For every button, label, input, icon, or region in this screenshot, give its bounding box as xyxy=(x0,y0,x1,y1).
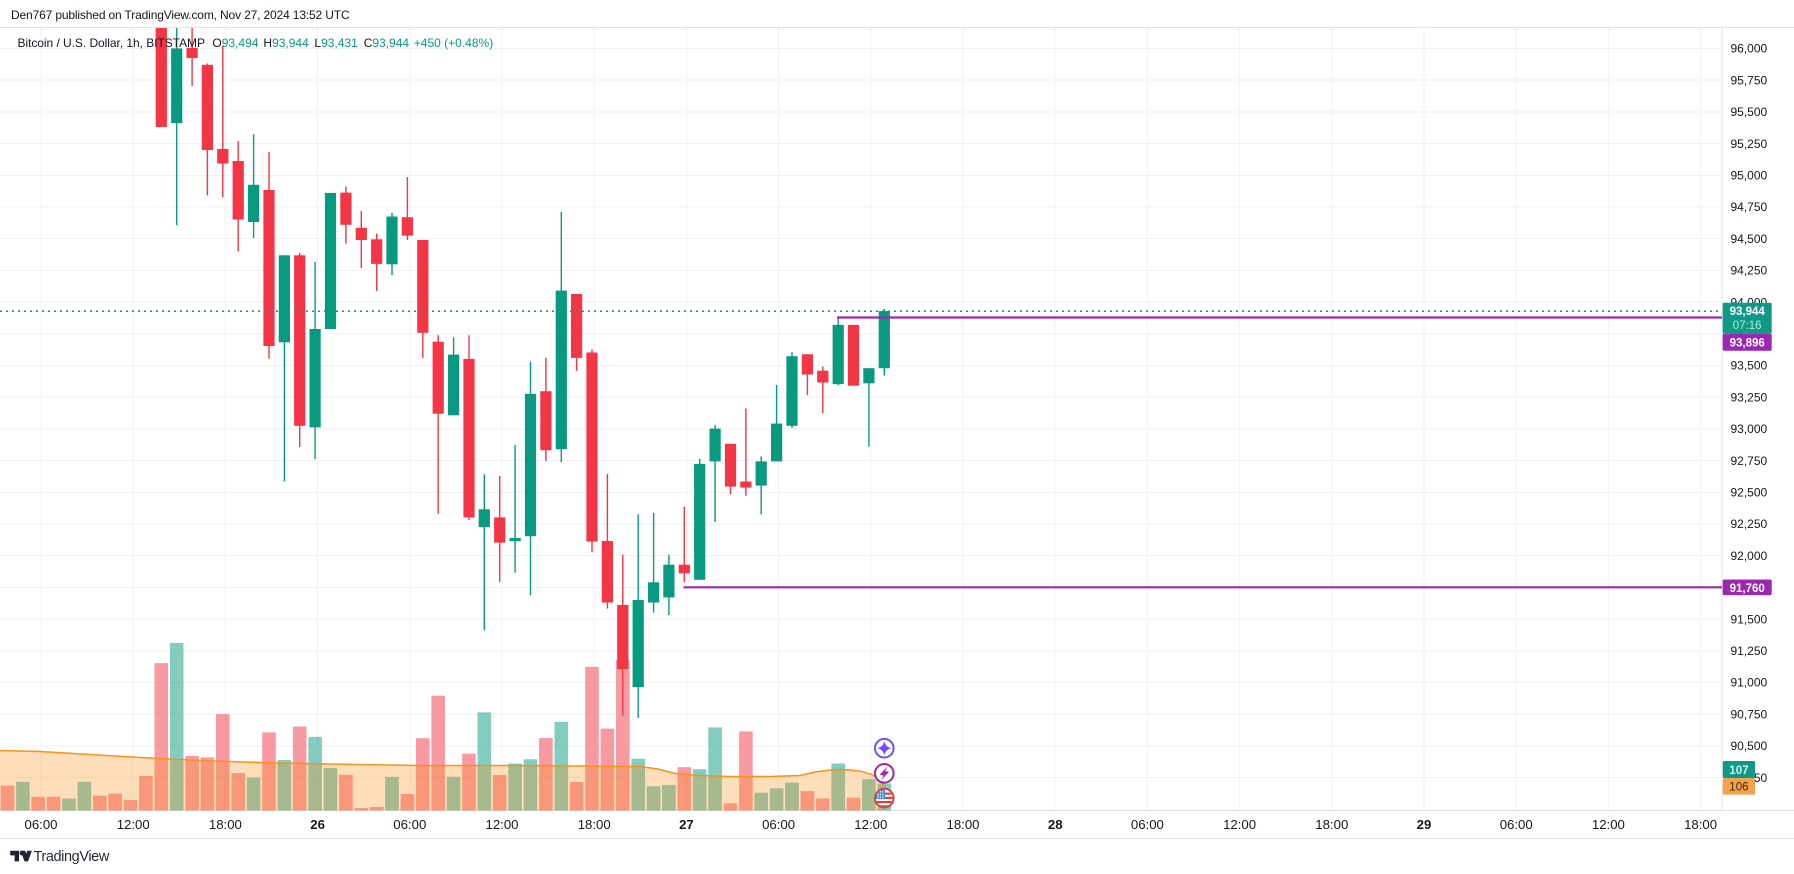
svg-text:92,750: 92,750 xyxy=(1731,454,1768,468)
svg-text:18:00: 18:00 xyxy=(1684,817,1717,832)
svg-text:27: 27 xyxy=(679,817,694,832)
svg-text:94,250: 94,250 xyxy=(1731,264,1768,278)
svg-text:TradingView: TradingView xyxy=(34,849,110,865)
svg-text:92,250: 92,250 xyxy=(1731,517,1768,531)
svg-text:106: 106 xyxy=(1729,782,1748,794)
svg-text:12:00: 12:00 xyxy=(854,817,887,832)
svg-text:12:00: 12:00 xyxy=(1223,817,1256,832)
svg-text:29: 29 xyxy=(1417,817,1432,832)
svg-text:06:00: 06:00 xyxy=(1131,817,1164,832)
svg-text:90,500: 90,500 xyxy=(1731,739,1768,753)
svg-text:93,500: 93,500 xyxy=(1731,359,1768,373)
svg-text:91,000: 91,000 xyxy=(1731,676,1768,690)
svg-text:90,750: 90,750 xyxy=(1731,707,1768,721)
svg-text:93,000: 93,000 xyxy=(1731,422,1768,436)
svg-text:06:00: 06:00 xyxy=(762,817,795,832)
svg-text:28: 28 xyxy=(1048,817,1063,832)
svg-text:94,750: 94,750 xyxy=(1731,200,1768,214)
svg-text:18:00: 18:00 xyxy=(1315,817,1348,832)
svg-text:07:16: 07:16 xyxy=(1733,320,1762,332)
svg-text:18:00: 18:00 xyxy=(578,817,611,832)
svg-text:107: 107 xyxy=(1729,765,1748,777)
svg-text:95,250: 95,250 xyxy=(1731,137,1768,151)
svg-text:12:00: 12:00 xyxy=(117,817,150,832)
svg-text:93,944: 93,944 xyxy=(1730,306,1766,318)
svg-text:96,000: 96,000 xyxy=(1731,42,1768,56)
svg-text:95,000: 95,000 xyxy=(1731,169,1768,183)
svg-text:94,500: 94,500 xyxy=(1731,232,1768,246)
svg-text:91,760: 91,760 xyxy=(1730,583,1765,595)
svg-text:12:00: 12:00 xyxy=(1592,817,1625,832)
svg-text:93,896: 93,896 xyxy=(1730,338,1765,350)
svg-text:93,250: 93,250 xyxy=(1731,390,1768,404)
svg-text:06:00: 06:00 xyxy=(24,817,57,832)
svg-text:06:00: 06:00 xyxy=(393,817,426,832)
svg-text:26: 26 xyxy=(310,817,325,832)
svg-text:91,250: 91,250 xyxy=(1731,644,1768,658)
svg-text:91,500: 91,500 xyxy=(1731,612,1768,626)
svg-text:06:00: 06:00 xyxy=(1500,817,1533,832)
svg-text:95,500: 95,500 xyxy=(1731,105,1768,119)
svg-text:92,000: 92,000 xyxy=(1731,549,1768,563)
svg-text:18:00: 18:00 xyxy=(946,817,979,832)
svg-text:92,500: 92,500 xyxy=(1731,486,1768,500)
svg-text:18:00: 18:00 xyxy=(209,817,242,832)
svg-text:95,750: 95,750 xyxy=(1731,73,1768,87)
svg-text:12:00: 12:00 xyxy=(485,817,518,832)
